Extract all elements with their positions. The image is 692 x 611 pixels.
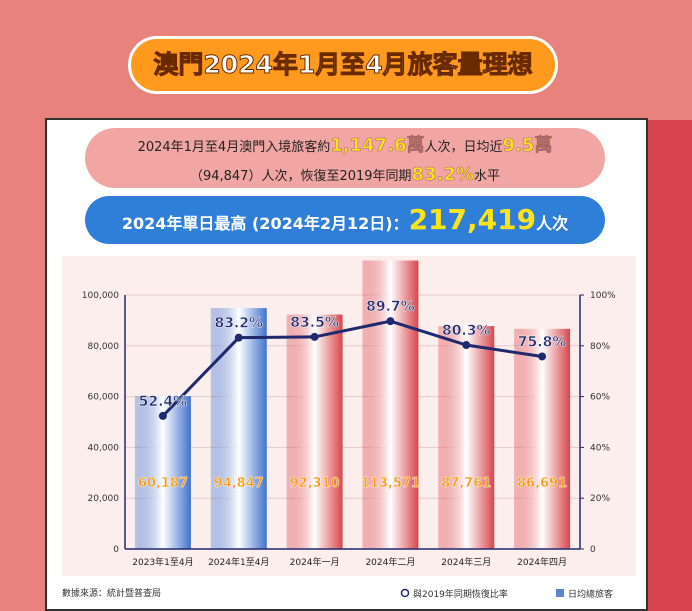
summary-text: 2024年1月至4月澳門入境旅客約 [137,140,331,155]
line-point [310,332,319,341]
bar-value-label: 87,761 [441,476,491,491]
bar [210,308,267,549]
line-point [158,411,167,420]
bar-value-label: 86,691 [517,476,567,491]
y-tick-label: 60,000 [88,393,120,403]
legend-label: 日均總旅客 [568,588,613,600]
line-point [462,341,471,350]
legend-marker [556,589,564,597]
bar [134,396,191,549]
summary-highlight: 1,147.6萬 [330,135,425,157]
bar [438,326,495,549]
peak-banner: 2024年單日最高 (2024年2月12日)：217,419人次 [85,196,605,244]
bar [514,328,571,549]
summary-text: 人次，日均近 [424,140,503,155]
stripe [646,120,692,611]
peak-text: 2024年單日最高 (2024年2月12日)： [121,214,409,233]
x-tick-label: 2024年二月 [365,556,415,568]
line-value-label: 89.7% [366,299,415,315]
line-value-label: 75.8% [518,334,567,350]
x-tick-label: 2024年三月 [441,556,491,568]
x-tick-label: 2024年四月 [517,556,567,568]
summary-highlight: 83.2% [411,164,474,186]
y2-tick-label: 60% [590,393,610,403]
line-value-label: 83.2% [214,316,263,332]
summary-text: 水平 [474,169,501,184]
bar-value-label: 92,310 [289,476,339,491]
legend-label: 與2019年同期恢復比率 [413,588,508,600]
summary: 2024年1月至4月澳門入境旅客約1,147.6萬人次，日均近9.5萬 （94,… [85,128,605,188]
y2-tick-label: 40% [590,443,610,453]
title: 澳門2024年1月至4月旅客量理想 [128,36,558,94]
line-point [538,352,547,361]
y2-tick-label: 100% [590,291,616,301]
bar-value-label: 94,847 [214,476,264,491]
bar-value-label: 60,187 [138,476,188,491]
summary-text: （94,847）人次，恢復至2019年同期 [189,169,412,184]
y2-tick-label: 0 [590,545,596,555]
line-point [386,317,395,326]
y2-tick-label: 20% [590,494,610,504]
y-tick-label: 100,000 [82,291,119,301]
bar-value-label: 113,571 [361,476,420,491]
source: 數據來源：統計暨普查局 [62,587,161,599]
line-point [234,333,243,342]
bar [286,314,343,549]
summary-highlight: 9.5萬 [502,135,553,157]
y-tick-label: 20,000 [88,494,120,504]
line-value-label: 52.4% [139,394,188,410]
line-value-label: 80.3% [442,323,491,339]
peak-value: 217,419 [408,203,537,236]
y-tick-label: 40,000 [88,443,120,453]
x-tick-label: 2024年1至4月 [208,556,269,568]
line [161,319,543,417]
y-tick-label: 80,000 [88,342,120,352]
x-tick-label: 2024年一月 [290,556,340,568]
y2-tick-label: 80% [590,342,610,352]
line-value-label: 83.5% [290,315,339,331]
bar [362,260,419,549]
peak-text: 人次 [536,214,569,233]
y-tick-label: 0 [113,545,119,555]
x-tick-label: 2023年1至4月 [132,556,193,568]
legend-marker [400,588,410,598]
